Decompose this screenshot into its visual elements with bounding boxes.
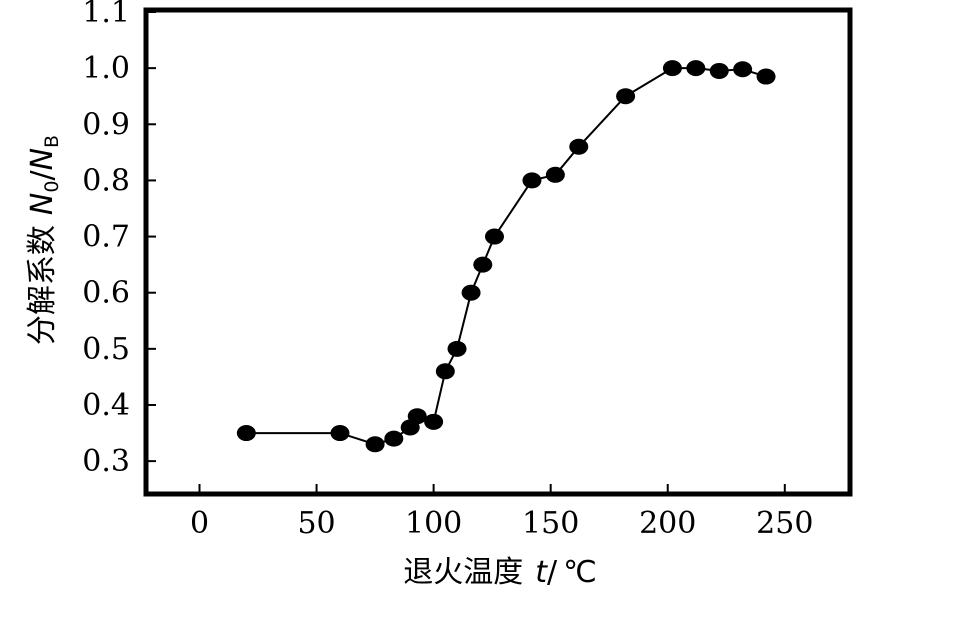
- y-tick-label: 1.0: [82, 51, 130, 86]
- x-axis-label-var: t: [535, 555, 548, 590]
- x-tick-label: 50: [297, 506, 335, 541]
- x-tick-label: 250: [756, 506, 813, 541]
- data-point: [461, 284, 481, 301]
- x-tick-label: 100: [405, 506, 462, 541]
- x-ticks: 0 50 100 150 200 250: [190, 484, 813, 541]
- y-tick-label: 0.7: [82, 220, 130, 255]
- x-tick-label: 0: [190, 506, 209, 541]
- data-point: [484, 228, 504, 245]
- data-point: [569, 138, 589, 155]
- series-line: [246, 67, 767, 446]
- data-point: [616, 88, 636, 105]
- y-axis-label-den-sub: B: [41, 135, 63, 148]
- y-ticks: 0.3 0.4 0.5 0.6 0.7 0.8 0.9 1.0 1.1: [82, 0, 156, 479]
- x-axis-label-sep: /: [547, 555, 558, 590]
- y-axis-label-sep: /: [25, 170, 60, 181]
- y-axis-label: 分解系数N0/NB: [25, 135, 63, 345]
- data-point: [545, 166, 565, 183]
- y-tick-label: 0.5: [82, 332, 130, 367]
- data-point: [365, 436, 385, 453]
- x-axis-label-unit: ℃: [563, 555, 597, 590]
- data-point: [756, 68, 776, 85]
- x-tick-label: 150: [522, 506, 579, 541]
- data-point: [473, 256, 493, 273]
- x-axis-label: 退火温度 t/℃: [403, 555, 597, 590]
- y-axis-label-text: 分解系数: [25, 225, 60, 345]
- y-axis-label-num: N: [25, 193, 60, 215]
- data-point: [709, 62, 729, 79]
- data-point: [424, 413, 444, 430]
- data-point: [522, 172, 542, 189]
- data-point: [384, 430, 404, 447]
- data-points: [236, 60, 776, 453]
- data-point: [407, 408, 427, 425]
- y-axis-label-num-sub: 0: [41, 181, 63, 193]
- data-point: [236, 425, 256, 442]
- data-point: [686, 60, 706, 77]
- plot-frame: [143, 7, 853, 497]
- x-tick-label: 200: [639, 506, 696, 541]
- y-tick-label: 0.6: [82, 276, 130, 311]
- y-tick-label: 0.3: [82, 444, 130, 479]
- data-point: [733, 61, 753, 78]
- data-point: [662, 60, 682, 77]
- y-tick-label: 0.8: [82, 163, 130, 198]
- y-tick-label: 0.4: [82, 388, 130, 423]
- y-axis-label-den: N: [25, 148, 60, 170]
- y-tick-label: 0.9: [82, 107, 130, 142]
- data-point: [435, 363, 455, 380]
- y-tick-label: 1.1: [82, 0, 130, 30]
- data-point: [330, 425, 350, 442]
- data-point: [447, 340, 467, 357]
- x-axis-label-text: 退火温度: [403, 555, 523, 590]
